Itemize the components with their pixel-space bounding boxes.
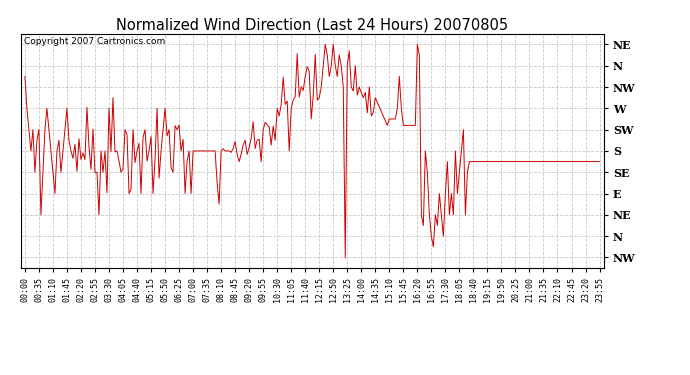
Text: Copyright 2007 Cartronics.com: Copyright 2007 Cartronics.com — [23, 37, 165, 46]
Title: Normalized Wind Direction (Last 24 Hours) 20070805: Normalized Wind Direction (Last 24 Hours… — [116, 18, 509, 33]
